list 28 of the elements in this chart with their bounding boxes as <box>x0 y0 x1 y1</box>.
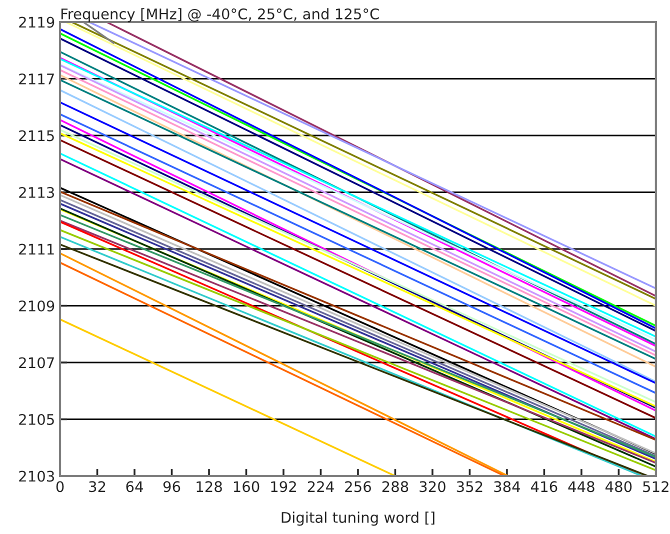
x-tick-label: 224 <box>308 481 334 492</box>
x-tick-label: 192 <box>271 481 296 492</box>
x-tick-label: 128 <box>196 481 222 492</box>
x-tick-label: 480 <box>605 481 632 492</box>
y-tick-label: 2107 <box>19 357 54 368</box>
y-tick-label: 2119 <box>19 16 54 28</box>
chart-title: Frequency [MHz] @ -40°C, 25°C, and 125°C <box>61 8 379 22</box>
x-tick-label: 160 <box>234 481 260 492</box>
x-tick-label: 96 <box>163 481 180 492</box>
x-tick-label: 352 <box>456 481 482 492</box>
x-tick-label: 448 <box>568 481 594 492</box>
x-tick-label: 416 <box>530 481 558 492</box>
x-tick-label: 32 <box>89 481 106 492</box>
y-tick-label: 2103 <box>19 470 54 482</box>
y-tick-label: 2115 <box>19 130 54 142</box>
x-tick-label: 256 <box>345 481 371 492</box>
x-tick-label: 320 <box>420 481 446 492</box>
x-tick-label: 512 <box>643 481 668 492</box>
y-tick-label: 2117 <box>19 73 54 84</box>
x-tick-label: 64 <box>126 481 143 492</box>
x-axis-title: Digital tuning word [] <box>282 512 434 526</box>
y-tick-label: 2105 <box>19 414 54 426</box>
y-tick-label: 2113 <box>19 186 54 198</box>
y-tick-label: 2111 <box>19 244 54 255</box>
x-tick-label: 288 <box>382 481 408 492</box>
x-tick-label: 384 <box>494 481 520 492</box>
x-tick-label: 0 <box>56 481 64 492</box>
y-tick-label: 2109 <box>19 300 54 312</box>
